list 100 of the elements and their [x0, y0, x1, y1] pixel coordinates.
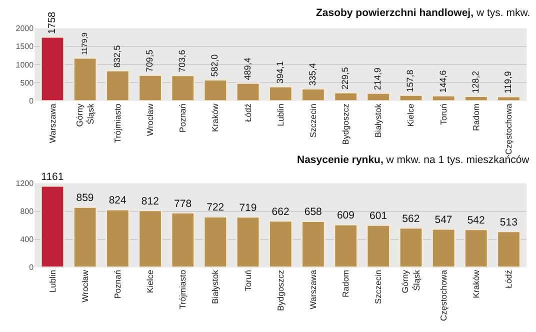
data-label: 513	[500, 216, 518, 228]
bar	[138, 74, 162, 101]
chart-title: Nasycenie rynku,	[297, 154, 384, 166]
y-tick-label: 0	[29, 96, 34, 106]
y-tick-label: 400	[20, 235, 34, 244]
data-label: 601	[370, 210, 388, 222]
y-tick-label: 1200	[16, 179, 34, 188]
x-tick-label: Bydgoszcz	[340, 104, 351, 145]
y-tick-label: 800	[20, 207, 34, 216]
x-tick-label: Wrocław	[80, 269, 90, 302]
bar	[431, 94, 456, 101]
data-label: 542	[467, 214, 486, 226]
x-tick-label: Bydgoszcz	[275, 270, 286, 312]
x-tick-label: Radom	[340, 270, 351, 298]
x-tick-label: Toruń	[438, 103, 448, 125]
bar	[334, 92, 358, 101]
data-label: 662	[272, 206, 290, 218]
x-tick-label: Trójmiasto	[178, 270, 188, 310]
x-tick-label: Szczecin	[308, 103, 318, 138]
bar	[464, 228, 488, 268]
y-tick-label: 1000	[16, 60, 34, 70]
x-tick-label: Łódź	[504, 270, 514, 288]
x-tick-label: Toruń	[242, 270, 253, 292]
y-tick-label: 500	[20, 78, 34, 88]
bar	[268, 220, 293, 268]
x-tick-label: Górny Śląsk	[400, 269, 422, 294]
x-tick-label: Warszawa	[308, 270, 318, 310]
bar	[496, 96, 521, 101]
data-label: 824	[108, 194, 127, 207]
x-tick-label: Lublin	[47, 270, 58, 293]
bar	[170, 212, 196, 268]
data-label: 489,4	[242, 58, 252, 80]
data-label: 229,5	[340, 67, 350, 90]
data-label: 1758	[47, 11, 58, 34]
bar	[40, 36, 65, 101]
bar	[106, 70, 130, 101]
bar	[366, 224, 391, 268]
x-tick-label: Białystok	[210, 269, 220, 304]
bar	[236, 216, 260, 268]
data-label: 394,1	[274, 61, 285, 84]
data-label: 1161	[41, 170, 64, 183]
data-label: 832,5	[112, 45, 122, 68]
bar	[203, 79, 228, 101]
chart-title: Zasoby powierzchni handlowej,	[316, 7, 474, 19]
data-label: 812	[141, 195, 160, 208]
bar	[40, 185, 65, 268]
bar	[398, 94, 424, 101]
bar	[72, 57, 98, 101]
bar	[170, 74, 196, 101]
data-label: 658	[304, 206, 322, 218]
bar	[72, 206, 98, 268]
bar	[398, 227, 424, 268]
y-tick-label: 0	[29, 263, 34, 272]
y-tick-label: 1500	[16, 42, 34, 52]
x-tick-label: Kraków	[470, 269, 481, 298]
bar	[268, 86, 293, 101]
data-label: 562	[402, 212, 420, 225]
chart-subtitle: w tys. mkw.	[476, 7, 530, 19]
bar	[203, 216, 228, 268]
data-label: 859	[76, 192, 94, 204]
data-label: 778	[174, 198, 192, 210]
x-tick-label: Wrocław	[145, 102, 156, 136]
bar	[236, 82, 260, 101]
data-label: 722	[206, 202, 224, 214]
x-tick-label: Łódź	[242, 104, 253, 122]
bar	[431, 228, 456, 268]
x-tick-label: Szczecin	[373, 270, 384, 304]
x-tick-label: Trójmiasto	[112, 103, 122, 143]
x-tick-label: Warszawa	[47, 103, 58, 143]
x-tick-label: Kraków	[210, 102, 220, 132]
x-tick-label: Poznań	[178, 103, 188, 132]
x-tick-label: Radom	[470, 104, 481, 132]
x-tick-label: Białystok	[373, 102, 384, 138]
x-tick-label: Lublin	[275, 103, 286, 126]
chart-subtitle: w mkw. na 1 tys. mieszkańców	[386, 154, 530, 166]
y-tick-label: 2000	[16, 24, 34, 34]
bar	[301, 220, 326, 268]
data-label: 128,2	[470, 70, 480, 94]
data-label: 119,9	[503, 71, 514, 94]
data-label: 335,4	[307, 63, 318, 86]
bar	[301, 88, 326, 101]
bar	[366, 92, 391, 101]
data-label: 214,9	[372, 68, 383, 90]
data-label: 547	[434, 214, 452, 226]
bar	[106, 208, 130, 268]
x-tick-label: Poznań	[112, 270, 122, 299]
x-tick-label: Kielce	[406, 103, 416, 127]
data-label: 1179,9	[80, 32, 89, 56]
x-tick-label: Górny Śląsk	[74, 102, 96, 127]
data-label: 703,6	[177, 50, 188, 72]
x-tick-label: Częstochowa	[504, 103, 514, 155]
data-label: 719	[239, 202, 257, 214]
bar	[496, 230, 521, 268]
bar	[334, 224, 358, 268]
data-label: 582,0	[210, 54, 220, 77]
data-label: 609	[336, 210, 355, 222]
bar	[464, 95, 488, 101]
bar	[138, 210, 162, 268]
data-label: 144,6	[438, 70, 448, 93]
x-tick-label: Kielce	[145, 270, 156, 294]
